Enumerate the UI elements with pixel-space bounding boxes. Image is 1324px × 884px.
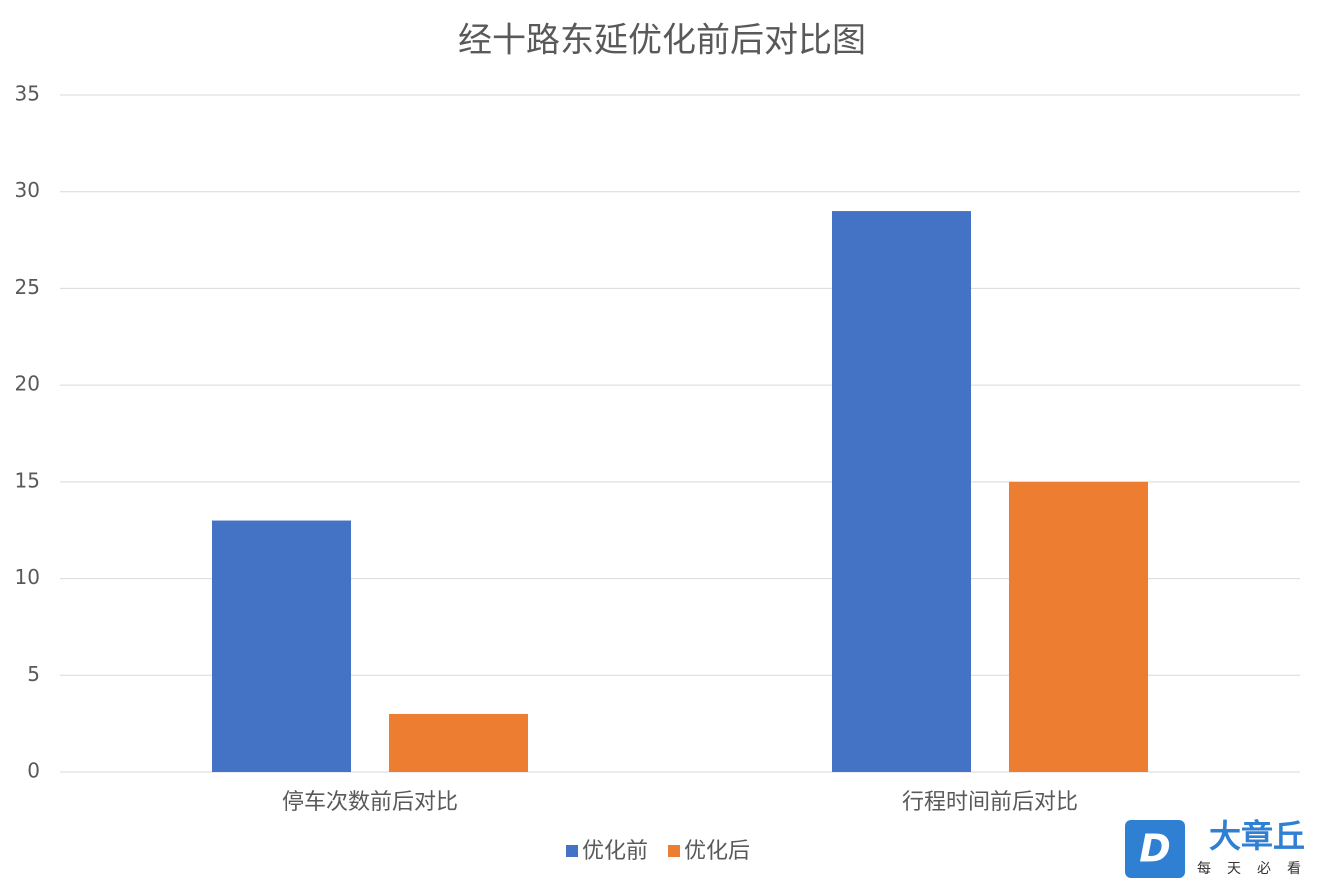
legend-swatch xyxy=(668,845,681,857)
y-tick-label: 5 xyxy=(27,662,40,686)
brand: 大章丘 xyxy=(1209,817,1305,855)
legend-label: 优化前 xyxy=(582,839,648,864)
logo-letter: D xyxy=(1139,827,1171,871)
y-tick-label: 25 xyxy=(15,275,40,299)
y-tick-label: 0 xyxy=(27,759,40,783)
x-tick-label: 停车次数前后对比 xyxy=(282,790,458,815)
bar xyxy=(389,713,528,772)
bar xyxy=(832,211,971,773)
y-tick-label: 20 xyxy=(15,372,40,396)
x-tick-label: 行程时间前后对比 xyxy=(902,790,1078,815)
legend-label: 优化后 xyxy=(684,839,750,864)
y-tick-label: 35 xyxy=(15,82,40,106)
y-tick-label: 10 xyxy=(15,565,40,589)
chart-title: 经十路东延优化前后对比图 xyxy=(458,21,866,61)
slogan: 每天必看 xyxy=(1197,861,1317,877)
watermark: D 大章丘 每天必看 xyxy=(1125,817,1317,878)
logo-box xyxy=(1125,820,1185,878)
bar xyxy=(1009,481,1148,772)
y-tick-label: 30 xyxy=(15,178,40,202)
bar xyxy=(212,520,351,772)
y-tick-label: 15 xyxy=(15,468,40,492)
legend-swatch xyxy=(566,845,578,857)
